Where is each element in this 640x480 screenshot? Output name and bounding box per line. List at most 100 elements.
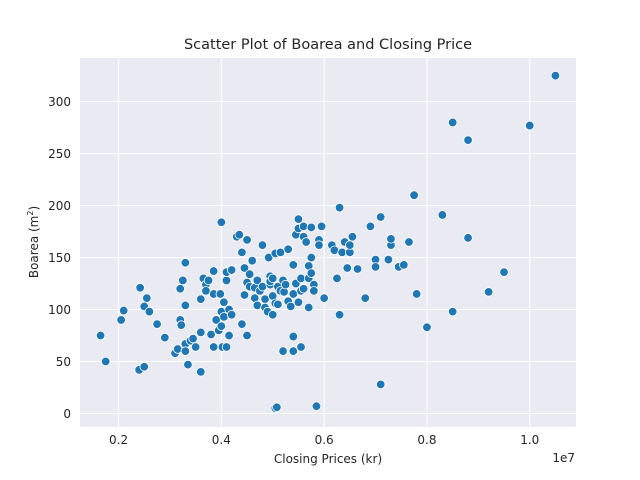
y-tick-label: 250 xyxy=(48,147,71,161)
y-tick-label: 150 xyxy=(48,251,71,265)
data-point xyxy=(118,305,129,316)
data-point xyxy=(257,281,268,292)
data-point xyxy=(234,230,245,240)
data-point xyxy=(293,297,304,307)
data-point xyxy=(288,260,299,270)
grid-lines xyxy=(80,58,576,427)
data-point xyxy=(314,240,324,250)
data-point xyxy=(286,301,296,312)
data-point xyxy=(178,275,188,286)
y-axis-label: Boarea (m2) xyxy=(26,206,41,278)
data-point xyxy=(221,275,232,286)
data-point xyxy=(375,212,386,222)
data-point xyxy=(219,312,229,322)
data-point xyxy=(347,232,358,242)
y-tick-labels: 0 50 100 150 200 250 300 xyxy=(48,95,71,421)
x-tick-labels: 0.2 0.4 0.6 0.8 1.0 xyxy=(109,433,539,447)
data-point xyxy=(272,402,282,412)
data-point xyxy=(239,290,250,300)
data-point xyxy=(411,289,422,299)
data-point xyxy=(216,217,227,227)
data-point xyxy=(176,320,186,330)
data-point xyxy=(296,342,306,352)
data-point xyxy=(334,310,345,320)
data-point xyxy=(283,244,293,254)
data-point xyxy=(293,214,304,224)
data-point xyxy=(306,252,316,263)
data-point xyxy=(242,330,252,341)
data-point xyxy=(260,294,270,304)
data-point xyxy=(252,275,263,286)
data-point xyxy=(399,260,409,270)
data-point xyxy=(298,221,309,232)
data-point xyxy=(139,362,149,372)
data-point xyxy=(422,322,432,332)
data-point xyxy=(550,70,561,81)
y-tick-label: 200 xyxy=(48,199,71,213)
data-point xyxy=(319,293,329,303)
data-points xyxy=(95,70,561,413)
data-point xyxy=(135,283,145,293)
data-point xyxy=(404,237,414,247)
data-point xyxy=(242,235,252,245)
data-point xyxy=(345,240,355,250)
data-point xyxy=(116,315,126,325)
data-point xyxy=(352,264,363,274)
data-point xyxy=(463,233,473,243)
y-axis-label-superscript: 2 xyxy=(26,211,35,216)
x-offset-label: 1e7 xyxy=(552,451,575,465)
data-point xyxy=(375,379,386,390)
data-point xyxy=(263,252,274,263)
data-point xyxy=(483,287,494,297)
y-tick-label: 0 xyxy=(63,407,71,421)
data-point xyxy=(386,234,396,244)
data-point xyxy=(306,268,316,278)
data-point xyxy=(208,342,219,352)
data-point xyxy=(365,221,376,232)
x-tick-label: 0.2 xyxy=(109,433,128,447)
y-axis-label-end: ) xyxy=(27,206,41,211)
data-point xyxy=(201,286,211,296)
data-point xyxy=(332,273,342,284)
x-tick-label: 0.6 xyxy=(315,433,334,447)
data-point xyxy=(342,263,352,273)
data-point xyxy=(329,245,340,255)
data-point xyxy=(280,279,291,290)
data-point xyxy=(175,284,185,294)
data-point xyxy=(288,331,299,342)
data-point xyxy=(196,327,206,338)
data-point xyxy=(311,401,322,411)
data-point xyxy=(224,330,234,341)
data-point xyxy=(219,297,229,307)
data-point xyxy=(152,319,162,329)
data-point xyxy=(196,367,206,377)
data-point xyxy=(268,273,278,284)
data-point xyxy=(95,330,106,341)
data-point xyxy=(100,356,111,367)
data-point xyxy=(237,319,247,329)
data-point xyxy=(447,117,458,128)
data-point xyxy=(437,210,448,220)
data-point xyxy=(499,267,509,277)
data-point xyxy=(180,300,191,311)
data-point xyxy=(370,262,381,272)
data-point xyxy=(298,284,309,294)
data-point xyxy=(144,306,155,317)
data-point xyxy=(215,289,226,299)
x-axis-label: Closing Prices (kr) xyxy=(274,452,382,466)
y-tick-label: 300 xyxy=(48,95,71,109)
data-point xyxy=(252,300,263,311)
data-point xyxy=(180,346,191,356)
data-point xyxy=(278,346,288,356)
data-point xyxy=(208,266,219,276)
data-point xyxy=(334,202,345,213)
chart-title: Scatter Plot of Boarea and Closing Price xyxy=(184,37,472,53)
data-point xyxy=(304,302,314,313)
data-point xyxy=(525,120,535,131)
y-tick-label: 100 xyxy=(48,303,71,317)
data-point xyxy=(244,269,255,279)
y-tick-label: 50 xyxy=(56,355,71,369)
data-point xyxy=(268,310,278,320)
data-point xyxy=(237,247,247,258)
